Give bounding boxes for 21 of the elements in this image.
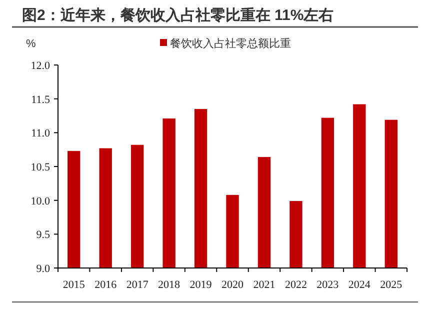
x-tick-label: 2018 xyxy=(158,279,181,291)
x-tick-label: 2016 xyxy=(94,279,118,291)
x-tick-label: 2023 xyxy=(316,279,340,291)
y-axis-title: % xyxy=(26,38,36,50)
y-tick-label: 10.0 xyxy=(30,195,50,208)
x-tick-label: 2015 xyxy=(62,279,86,291)
y-tick-label: 9.5 xyxy=(36,229,50,242)
y-tick-label: 11.5 xyxy=(31,94,50,106)
x-tick-label: 2021 xyxy=(253,279,276,291)
chart-title: 图2：近年来，餐饮收入占社零比重在 11%左右 xyxy=(22,7,334,24)
y-tick-label: 9.0 xyxy=(36,263,50,275)
y-tick-label: 12.0 xyxy=(30,60,50,72)
legend-label: 餐饮收入占社零总额比重 xyxy=(170,37,291,50)
x-tick-label: 2025 xyxy=(380,279,403,291)
x-tick-label: 2022 xyxy=(284,279,307,291)
y-tick-label: 10.5 xyxy=(30,162,50,174)
x-tick-label: 2020 xyxy=(222,279,244,291)
x-tick-label: 2019 xyxy=(190,279,212,291)
y-tick-label: 11.0 xyxy=(31,128,50,140)
x-tick-label: 2024 xyxy=(348,279,371,291)
x-tick-label: 2017 xyxy=(126,279,149,291)
